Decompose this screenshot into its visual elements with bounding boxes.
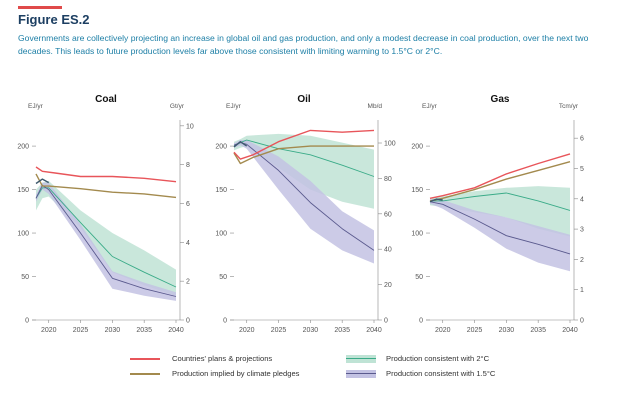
coal-left-tick-label: 100 [17, 231, 29, 238]
oil-right-tick-label: 60 [384, 211, 392, 218]
coal-chart-title: Coal [95, 94, 117, 105]
coal-right-tick-label: 10 [186, 123, 194, 130]
gas-left-tick-label: 0 [419, 318, 423, 325]
oil-x-tick-label: 2030 [303, 327, 319, 334]
gas-chart-title: Gas [491, 94, 510, 105]
coal-left-unit: EJ/yr [28, 103, 44, 110]
coal-x-tick-label: 2035 [136, 327, 152, 334]
coal-right-tick-label: 8 [186, 162, 190, 169]
oil-x-tick-label: 2025 [271, 327, 287, 334]
gas-left-tick-label: 50 [415, 274, 423, 281]
figure-title: Figure ES.2 [18, 12, 90, 27]
coal-right-tick-label: 4 [186, 240, 190, 247]
gas-x-tick-label: 2020 [435, 327, 451, 334]
oil-left-tick-label: 200 [215, 144, 227, 151]
gas-right-tick-label: 5 [580, 166, 584, 173]
figure-subtitle: Governments are collectively projecting … [18, 33, 589, 56]
coal-line-pledges [35, 173, 177, 199]
oil-left-tick-label: 100 [215, 231, 227, 238]
gas-line-15c [429, 201, 571, 255]
title-accent-bar [18, 6, 62, 9]
oil-right-tick-label: 80 [384, 176, 392, 183]
legend-label-15c: Production consistent with 1.5°C [386, 369, 496, 378]
coal-left-tick-label: 150 [17, 187, 29, 194]
gas-right-tick-label: 4 [580, 196, 584, 203]
legend-item-pledges: Production implied by climate pledges [130, 369, 299, 378]
oil-chart-title: Oil [297, 94, 311, 105]
gas-band-2c [430, 186, 570, 237]
oil-band-15c [234, 140, 374, 264]
oil-left-tick-label: 150 [215, 187, 227, 194]
gas-x-tick-label: 2035 [530, 327, 546, 334]
gas-right-tick-label: 3 [580, 227, 584, 234]
gas-line-plans [429, 153, 571, 199]
gas-line-pledges [429, 161, 571, 202]
legend-swatch-15c [346, 369, 376, 378]
coal-band-2c [36, 180, 176, 296]
coal-right-tick-label: 6 [186, 201, 190, 208]
coal-left-tick-label: 0 [25, 318, 29, 325]
gas-left-tick-label: 150 [411, 187, 423, 194]
gas-right-tick-label: 0 [580, 318, 584, 325]
legend-swatch-2c [346, 354, 376, 363]
oil-right-tick-label: 40 [384, 247, 392, 254]
oil-line-pledges [233, 145, 374, 165]
gas-x-tick-label: 2030 [499, 327, 515, 334]
gas-right-tick-label: 1 [580, 287, 584, 294]
coal-x-tick-label: 2030 [105, 327, 121, 334]
coal-right-unit: Gt/yr [170, 103, 185, 110]
oil-line-plans [233, 129, 375, 160]
coal-right-tick-label: 0 [186, 318, 190, 325]
oil-right-tick-label: 20 [384, 282, 392, 289]
oil-x-tick-label: 2040 [366, 327, 382, 334]
legend-swatch-plans [130, 357, 160, 360]
oil-left-tick-label: 0 [223, 318, 227, 325]
gas-right-tick-label: 6 [580, 136, 584, 143]
legend-item-15c: Production consistent with 1.5°C [346, 369, 495, 378]
gas-left-unit: EJ/yr [422, 103, 438, 110]
coal-right-tick-label: 2 [186, 279, 190, 286]
oil-left-unit: EJ/yr [226, 103, 242, 110]
gas-band-15c [430, 199, 570, 272]
gas-right-tick-label: 2 [580, 257, 584, 264]
coal-left-tick-label: 200 [17, 144, 29, 151]
coal-left-tick-label: 50 [21, 274, 29, 281]
gas-line-historical [429, 198, 443, 203]
legend-label-2c: Production consistent with 2°C [386, 354, 490, 363]
legend-label-plans: Countries' plans & projections [172, 354, 273, 363]
oil-right-tick-label: 0 [384, 318, 388, 325]
coal-line-historical [35, 178, 50, 185]
oil-line-historical [233, 140, 248, 148]
coal-line-2c [35, 187, 177, 288]
oil-x-tick-label: 2035 [334, 327, 350, 334]
gas-x-tick-label: 2040 [562, 327, 578, 334]
coal-line-plans [35, 166, 177, 183]
legend-swatch-pledges [130, 372, 160, 375]
legend-item-plans: Countries' plans & projections [130, 354, 272, 363]
legend-label-pledges: Production implied by climate pledges [172, 369, 300, 378]
oil-x-tick-label: 2020 [239, 327, 255, 334]
oil-right-tick-label: 100 [384, 141, 396, 148]
coal-x-tick-label: 2025 [73, 327, 89, 334]
gas-right-unit: Tcm/yr [559, 103, 579, 110]
gas-left-tick-label: 200 [411, 144, 423, 151]
legend-item-2c: Production consistent with 2°C [346, 354, 489, 363]
coal-x-tick-label: 2040 [168, 327, 184, 334]
gas-left-tick-label: 100 [411, 231, 423, 238]
coal-x-tick-label: 2020 [41, 327, 57, 334]
gas-line-2c [430, 192, 571, 211]
gas-x-tick-label: 2025 [467, 327, 483, 334]
oil-right-unit: Mb/d [368, 103, 383, 110]
oil-left-tick-label: 50 [219, 274, 227, 281]
